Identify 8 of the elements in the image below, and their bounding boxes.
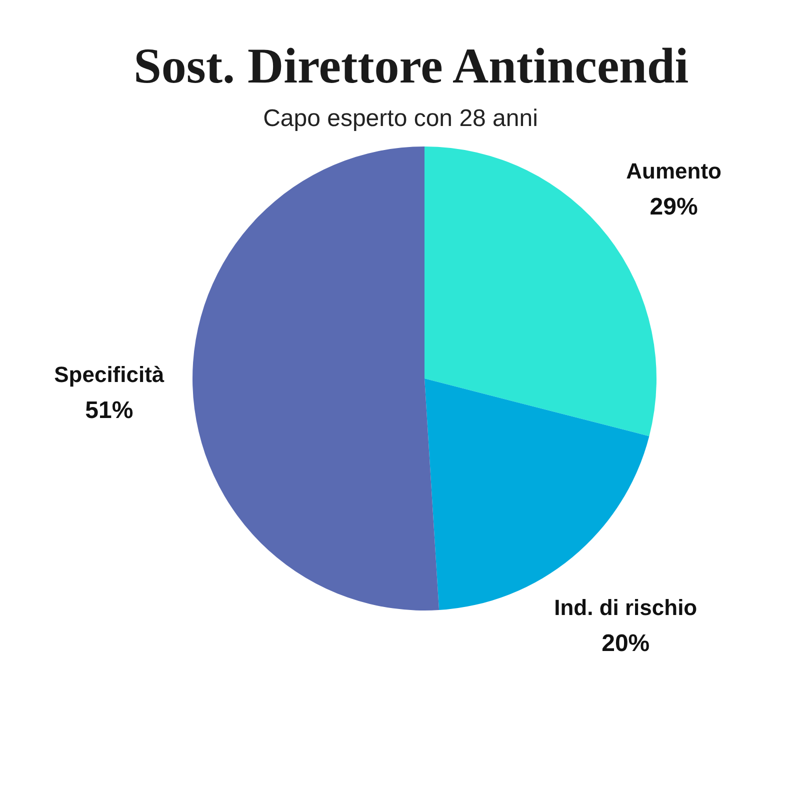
- data-label: 29%: [650, 194, 698, 221]
- chart-title: Sost. Direttore Antincendi: [134, 38, 689, 94]
- slice-label: Ind. di rischio: [554, 595, 698, 620]
- data-label: 20%: [602, 630, 650, 658]
- chart-subtitle: Capo esperto con 28 anni: [263, 105, 538, 132]
- slice-label: Aumento: [626, 158, 722, 184]
- slice-label: Specificità: [54, 362, 165, 387]
- data-label: 51%: [85, 396, 134, 424]
